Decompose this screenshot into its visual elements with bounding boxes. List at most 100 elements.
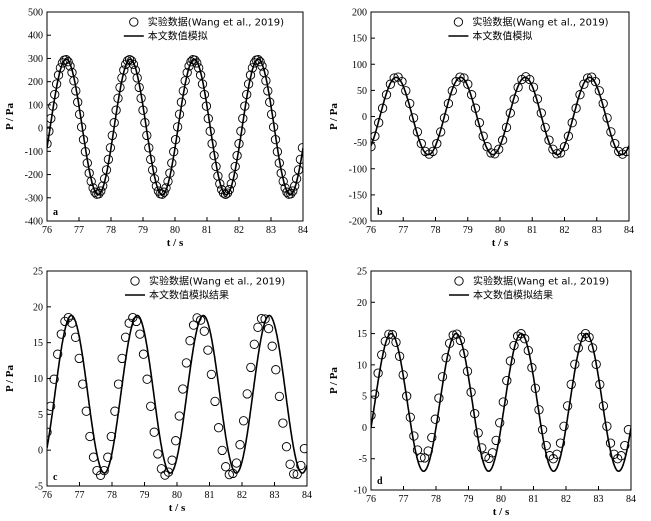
data-point bbox=[142, 374, 152, 384]
data-point bbox=[267, 341, 277, 351]
data-point bbox=[171, 436, 181, 446]
y-tick-label: -150 bbox=[349, 190, 367, 201]
data-point bbox=[206, 369, 217, 380]
data-point bbox=[537, 425, 548, 435]
data-point bbox=[292, 469, 302, 479]
data-point bbox=[56, 329, 66, 339]
data-point bbox=[47, 113, 56, 124]
y-tick-label: 10 bbox=[357, 360, 367, 371]
data-point bbox=[270, 134, 281, 145]
data-point bbox=[105, 143, 116, 153]
data-point bbox=[573, 343, 583, 353]
data-point bbox=[210, 396, 220, 407]
data-point bbox=[563, 131, 574, 141]
x-tick-label: 79 bbox=[140, 490, 150, 501]
data-point bbox=[138, 105, 148, 115]
data-point bbox=[562, 401, 573, 411]
data-point bbox=[81, 406, 91, 416]
x-tick-label: 83 bbox=[592, 225, 602, 236]
series-line bbox=[371, 332, 631, 473]
data-point bbox=[459, 348, 469, 358]
data-point bbox=[240, 101, 250, 111]
data-point bbox=[509, 340, 519, 351]
data-point bbox=[192, 58, 202, 68]
data-point bbox=[224, 184, 235, 195]
data-point bbox=[53, 349, 63, 359]
data-point bbox=[559, 142, 570, 152]
data-point bbox=[266, 109, 277, 119]
x-tick-label: 80 bbox=[495, 225, 505, 236]
data-point bbox=[299, 443, 307, 454]
data-point bbox=[288, 186, 298, 196]
plot-area bbox=[47, 312, 307, 480]
data-point bbox=[623, 425, 631, 435]
x-tick-label: 79 bbox=[138, 225, 148, 236]
data-point bbox=[384, 329, 394, 339]
y-axis-label: P / Pa bbox=[4, 365, 16, 392]
data-point bbox=[88, 452, 99, 462]
plot-area bbox=[371, 328, 631, 473]
data-point bbox=[119, 65, 129, 75]
data-point bbox=[377, 350, 387, 360]
data-point bbox=[437, 372, 448, 382]
legend-entry-experiment: 实验数据(Wang et al., 2019) bbox=[149, 275, 285, 288]
data-point bbox=[463, 79, 473, 89]
data-point bbox=[272, 147, 283, 157]
data-point bbox=[505, 356, 516, 366]
data-point bbox=[253, 322, 263, 332]
data-point bbox=[552, 149, 562, 159]
data-point bbox=[371, 410, 376, 421]
y-tick-label: -5 bbox=[35, 482, 43, 493]
data-point bbox=[182, 67, 192, 78]
data-point bbox=[242, 89, 252, 100]
data-point bbox=[178, 384, 188, 394]
data-point bbox=[78, 379, 88, 389]
data-point bbox=[434, 393, 444, 403]
x-tick-label: 82 bbox=[560, 225, 570, 236]
data-point bbox=[131, 316, 142, 327]
legend: 实验数据(Wang et al., 2019)本文数值模拟结果 bbox=[125, 275, 285, 302]
data-point bbox=[92, 465, 102, 476]
chart-panel-b: 76 77 78 79 80 81 82 83 84 -200 -150 -100 -50 0 50 100 1… bbox=[328, 8, 634, 250]
data-point bbox=[470, 103, 481, 113]
x-tick-label: 76 bbox=[42, 225, 52, 236]
data-point bbox=[448, 330, 458, 340]
data-point bbox=[412, 127, 423, 137]
data-point bbox=[297, 143, 303, 153]
data-point bbox=[575, 90, 585, 100]
data-point bbox=[147, 165, 158, 175]
data-point bbox=[170, 134, 181, 145]
data-point bbox=[552, 449, 562, 459]
data-point bbox=[211, 161, 221, 172]
data-point bbox=[49, 374, 59, 384]
data-point bbox=[486, 148, 496, 158]
chart-panel-c: 76 77 78 79 80 81 82 83 84 -5 0 5 10 15 20 25 t / s P / P… bbox=[4, 267, 312, 515]
data-point bbox=[462, 366, 473, 376]
data-point bbox=[159, 187, 169, 197]
data-point bbox=[567, 118, 577, 128]
data-point bbox=[610, 138, 620, 149]
data-point bbox=[427, 432, 437, 443]
data-point bbox=[555, 438, 566, 448]
x-tick-label: 83 bbox=[594, 494, 604, 505]
data-point bbox=[295, 154, 303, 165]
x-tick-label: 78 bbox=[431, 225, 441, 236]
data-point bbox=[190, 55, 200, 65]
data-point bbox=[134, 82, 144, 93]
legend-entry-simulation: 本文数值模拟结果 bbox=[473, 289, 553, 302]
data-point bbox=[528, 82, 539, 92]
data-point bbox=[590, 76, 601, 87]
data-point bbox=[416, 138, 426, 149]
data-point bbox=[595, 379, 605, 390]
data-point bbox=[274, 391, 285, 402]
x-axis-label: t / s bbox=[493, 506, 510, 518]
x-axis-label: t / s bbox=[169, 502, 186, 514]
data-point bbox=[265, 97, 275, 107]
y-tick-label: -300 bbox=[25, 193, 43, 204]
data-point bbox=[196, 315, 206, 325]
chart-panel-a: 76 77 78 79 80 81 82 83 84 -400 -300 -200 -100 0 100 20… bbox=[4, 8, 308, 250]
data-point bbox=[174, 411, 184, 421]
x-tick-label: 80 bbox=[496, 494, 506, 505]
legend-entry-simulation: 本文数值模拟 bbox=[148, 30, 208, 43]
data-point bbox=[580, 328, 591, 339]
